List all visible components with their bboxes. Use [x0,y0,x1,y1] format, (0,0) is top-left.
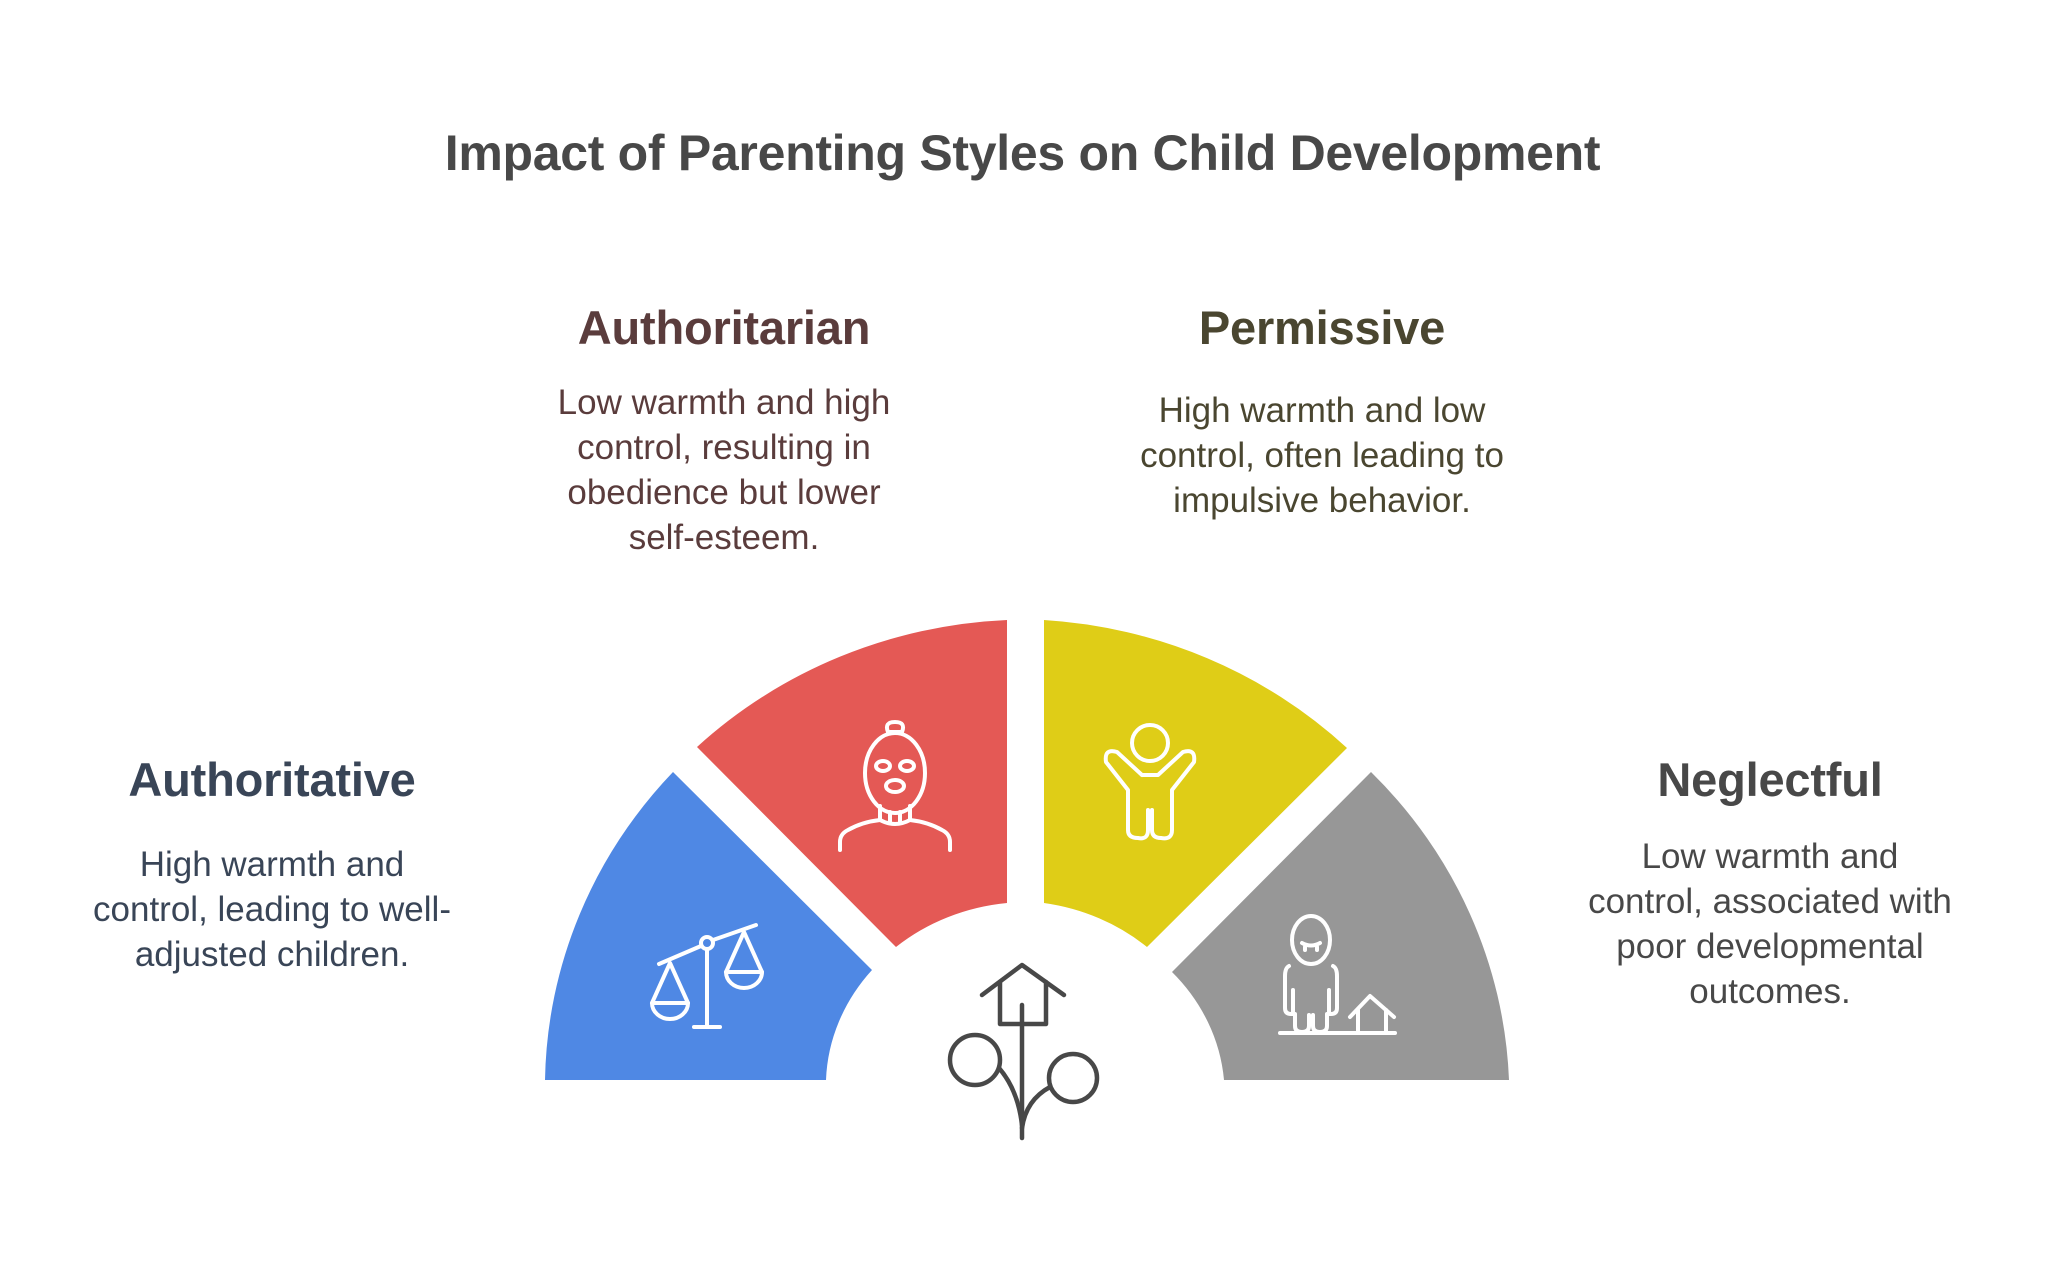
authoritarian-body: Low warmth and high control, resulting i… [524,380,924,560]
body-line: control, leading to well- [93,890,451,929]
body-line: control, resulting in [577,428,871,467]
body-line: impulsive behavior. [1173,481,1471,520]
body-line: Low warmth and high [557,383,891,422]
balance-scale-icon [650,923,764,1029]
authoritarian-description: Authoritarian Low warmth and high contro… [524,300,924,560]
neglectful-heading: Neglectful [1657,753,1883,806]
body-line: obedience but lower [567,473,881,512]
body-line: control, associated with [1588,882,1952,921]
body-line: control, often leading to [1140,436,1504,475]
permissive-body: High warmth and low control, often leadi… [1102,388,1542,523]
authoritative-description: Authoritative High warmth and control, l… [52,752,492,977]
body-line: adjusted children. [134,935,410,974]
segment-permissive [1044,620,1347,947]
authoritarian-heading: Authoritarian [577,301,871,354]
body-line: poor developmental [1616,927,1924,966]
neglectful-description: Neglectful Low warmth and control, assoc… [1560,752,1980,1014]
body-line: High warmth and [139,845,405,884]
body-line: self-esteem. [628,518,820,557]
body-line: High warmth and low [1158,391,1486,430]
sad-child-house-icon [1278,914,1397,1035]
house-growth-plant-icon [947,962,1100,1141]
neglectful-body: Low warmth and control, associated with … [1560,834,1980,1014]
authoritative-body: High warmth and control, leading to well… [52,842,492,977]
body-line: outcomes. [1689,972,1851,1011]
permissive-description: Permissive High warmth and low control, … [1102,300,1542,523]
child-arms-raised-icon [1103,723,1197,841]
body-line: Low warmth and [1641,837,1899,876]
diagram-title: Impact of Parenting Styles on Child Deve… [444,125,1601,181]
segment-authoritative [545,772,872,1080]
segment-authoritarian [697,620,1007,947]
segment-neglectful [1172,772,1509,1080]
masked-person-icon [838,720,952,852]
permissive-heading: Permissive [1198,301,1446,354]
authoritative-heading: Authoritative [128,753,416,806]
